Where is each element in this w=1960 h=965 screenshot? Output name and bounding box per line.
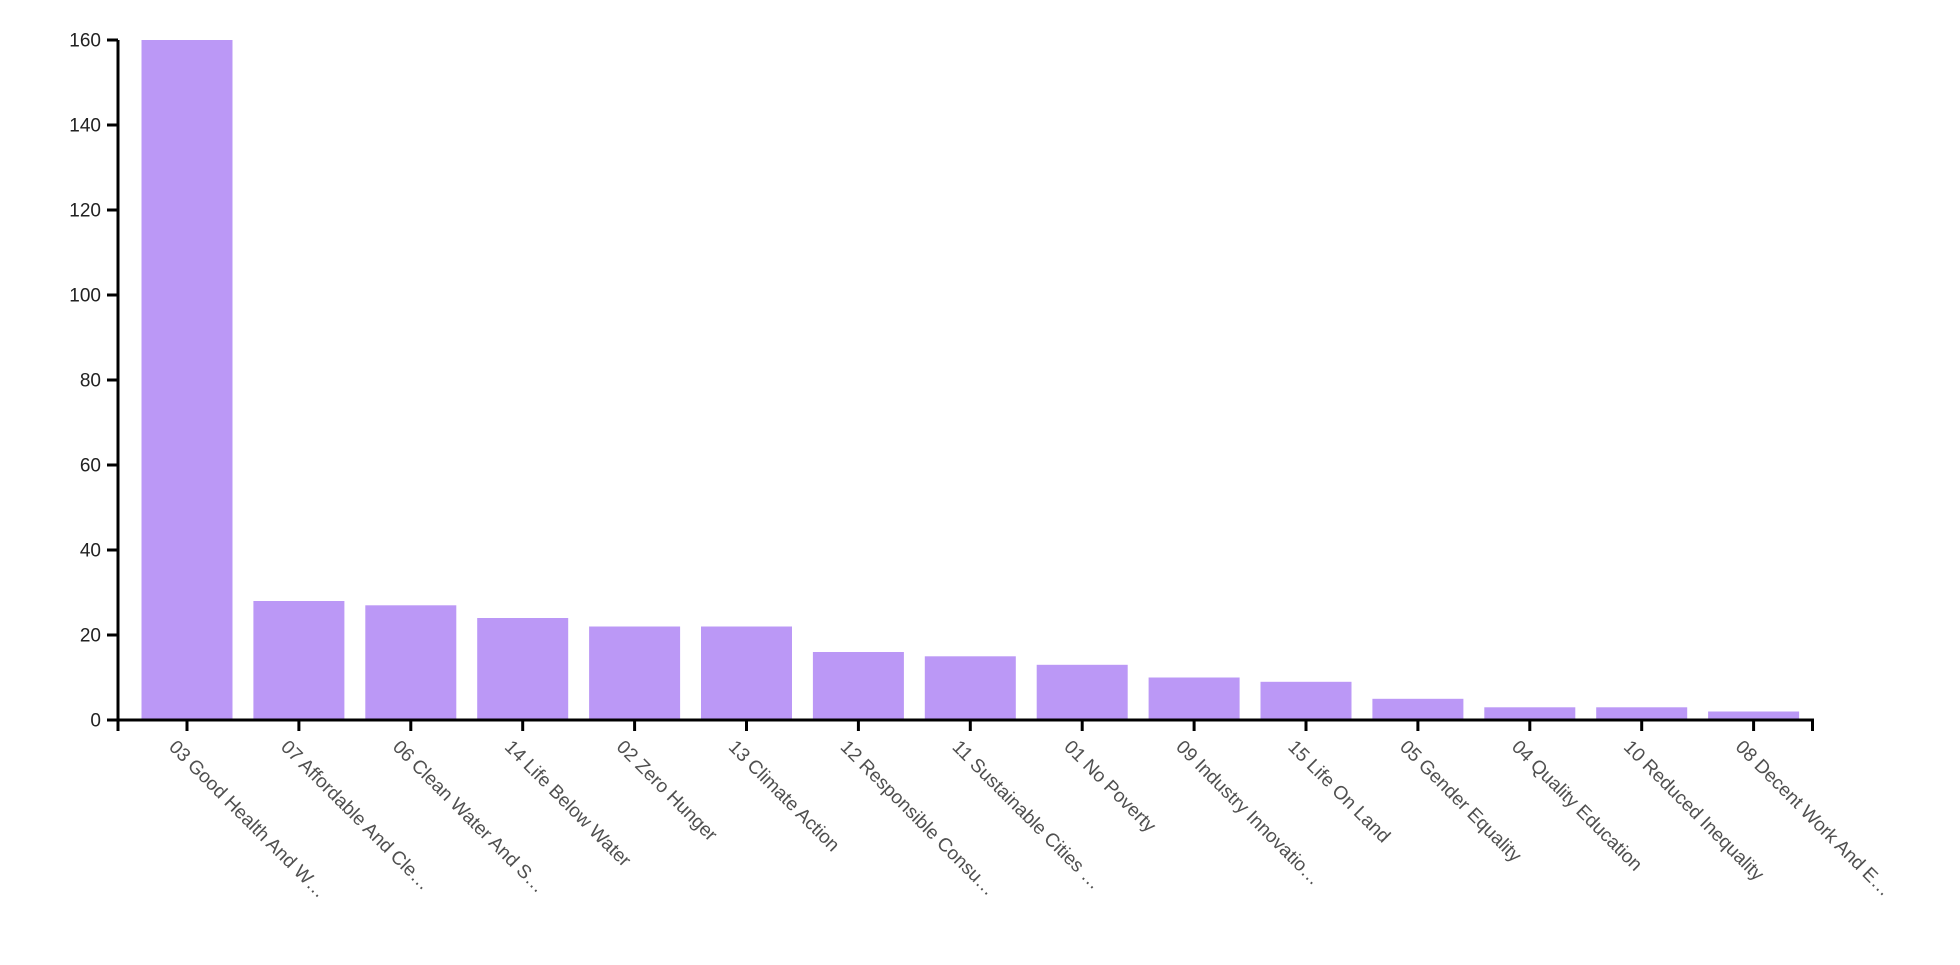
y-axis-tick-label: 80 (80, 371, 101, 392)
x-axis-tick-label: 14 Life Below Water (500, 737, 635, 872)
y-axis-tick-label: 140 (69, 116, 101, 137)
x-axis-tick-label: 05 Gender Equality (1395, 737, 1525, 867)
bar[interactable] (924, 656, 1016, 721)
bar[interactable] (589, 626, 681, 721)
bar[interactable] (812, 652, 904, 720)
bar[interactable] (253, 601, 345, 720)
bar[interactable] (477, 618, 569, 720)
y-axis-tick-label: 60 (80, 456, 101, 477)
y-axis-tick-label: 100 (69, 286, 101, 307)
x-axis-tick-label: 01 No Poverty (1060, 737, 1160, 837)
x-axis-tick-label: 15 Life On Land (1283, 737, 1393, 847)
bar[interactable] (1260, 681, 1352, 721)
bar[interactable] (1372, 698, 1464, 721)
y-axis-tick-label: 0 (90, 711, 101, 732)
x-axis-tick-label: 13 Climate Action (724, 737, 843, 856)
bar[interactable] (1036, 664, 1128, 721)
bar[interactable] (1708, 711, 1800, 721)
bar[interactable] (701, 626, 792, 721)
bar[interactable] (1484, 707, 1576, 721)
bar[interactable] (141, 40, 233, 720)
y-axis-tick-label: 160 (69, 31, 101, 52)
bar[interactable] (1148, 677, 1240, 721)
bar[interactable] (365, 605, 457, 721)
y-axis-tick-label: 120 (69, 201, 101, 222)
x-axis-tick-label: 02 Zero Hunger (612, 737, 721, 846)
bar[interactable] (1596, 707, 1688, 721)
y-axis-tick-label: 40 (80, 541, 101, 562)
y-axis-tick-label: 20 (80, 626, 101, 647)
